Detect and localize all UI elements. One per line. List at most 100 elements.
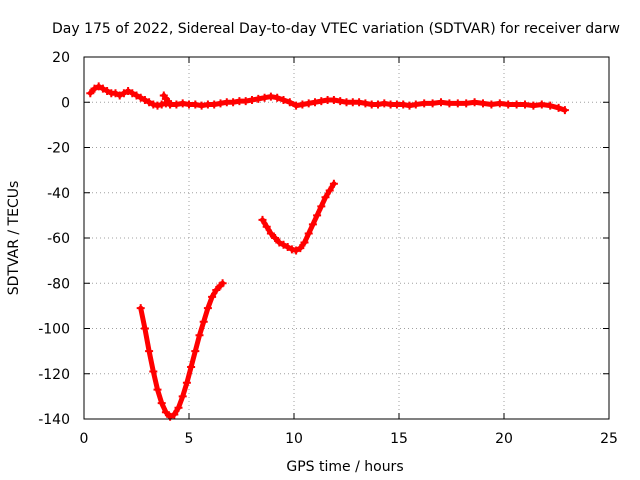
data-point	[178, 392, 187, 401]
data-point	[203, 304, 212, 313]
grid	[84, 57, 609, 419]
data-point	[411, 100, 420, 109]
data-point	[218, 279, 227, 288]
data-point	[136, 93, 145, 102]
y-tick-label: -120	[38, 367, 70, 383]
data-point	[254, 94, 263, 103]
data-point	[119, 89, 128, 98]
data-point	[304, 229, 313, 238]
data-point	[262, 222, 271, 231]
data-point	[86, 89, 95, 98]
data-series	[86, 82, 569, 421]
x-axis-title: GPS time / hours	[286, 459, 403, 475]
axis-ticks: 0 5 10 15 20 25 -140 -120 -100 -80 -60 -40 -20 0 20	[38, 50, 618, 447]
data-point	[136, 304, 145, 313]
data-point	[157, 100, 166, 109]
data-point	[182, 378, 191, 387]
y-tick-label: -100	[38, 322, 70, 338]
data-point	[300, 238, 309, 247]
data-point	[292, 246, 301, 255]
data-point	[279, 95, 288, 104]
series-1	[159, 91, 175, 109]
data-point	[145, 347, 154, 356]
data-point	[94, 82, 103, 91]
data-point	[149, 367, 158, 376]
y-tick-label: -40	[47, 186, 70, 202]
data-point	[260, 93, 269, 102]
y-tick-label: -140	[38, 412, 70, 428]
data-point	[140, 324, 149, 333]
data-point	[153, 101, 162, 110]
data-point	[279, 240, 288, 249]
data-point	[495, 99, 504, 108]
data-point	[248, 95, 256, 104]
data-point	[380, 99, 389, 108]
data-point	[187, 362, 196, 371]
data-point	[128, 89, 137, 98]
data-point	[212, 286, 221, 295]
data-point	[329, 95, 338, 104]
series-0	[86, 82, 569, 115]
data-point	[529, 101, 538, 110]
data-point	[208, 292, 217, 301]
data-point	[546, 101, 555, 110]
data-point	[98, 84, 107, 93]
data-point	[317, 202, 326, 211]
data-point	[537, 100, 546, 109]
data-point	[174, 403, 183, 412]
data-point	[560, 106, 569, 115]
data-point	[210, 100, 219, 109]
data-point	[229, 98, 238, 107]
data-point	[170, 410, 179, 419]
data-point	[420, 99, 429, 108]
data-point	[313, 211, 322, 220]
data-point	[374, 100, 382, 109]
data-point	[336, 97, 345, 106]
data-point	[161, 408, 170, 417]
data-point	[554, 103, 563, 112]
data-point	[298, 100, 307, 109]
data-point	[266, 229, 275, 238]
data-point	[166, 100, 175, 109]
y-axis-title: SDTVAR / TECUs	[6, 181, 22, 296]
data-point	[140, 95, 149, 104]
data-point	[275, 238, 284, 247]
data-point	[287, 245, 296, 254]
data-point	[285, 98, 294, 107]
y-tick-label: -20	[47, 141, 70, 157]
data-point	[283, 243, 292, 252]
data-point	[504, 100, 513, 109]
x-tick-label: 10	[285, 431, 303, 447]
data-point	[296, 244, 305, 253]
data-point	[437, 98, 445, 107]
data-point	[311, 98, 319, 107]
x-tick-label: 15	[390, 431, 408, 447]
data-point	[361, 99, 370, 108]
series-3	[258, 179, 338, 255]
chart-title: Day 175 of 2022, Sidereal Day-to-day VTE…	[52, 21, 620, 37]
data-point	[241, 97, 250, 106]
y-tick-label: 0	[61, 95, 70, 111]
data-point	[321, 193, 330, 202]
data-point	[445, 99, 454, 108]
data-point	[462, 99, 471, 108]
data-point	[487, 100, 496, 109]
data-point	[258, 215, 267, 224]
data-point	[399, 100, 408, 109]
x-tick-label: 5	[185, 431, 194, 447]
data-point	[195, 331, 204, 340]
data-point	[304, 99, 313, 108]
data-point	[317, 97, 326, 106]
data-point	[355, 98, 364, 107]
data-point	[191, 100, 200, 109]
y-tick-label: -60	[47, 231, 70, 247]
data-point	[178, 99, 187, 108]
data-point	[157, 399, 166, 408]
data-point	[149, 100, 158, 109]
data-point	[521, 100, 529, 109]
data-point	[329, 179, 338, 188]
data-point	[512, 100, 521, 109]
data-point	[470, 98, 479, 107]
data-point	[197, 101, 206, 110]
